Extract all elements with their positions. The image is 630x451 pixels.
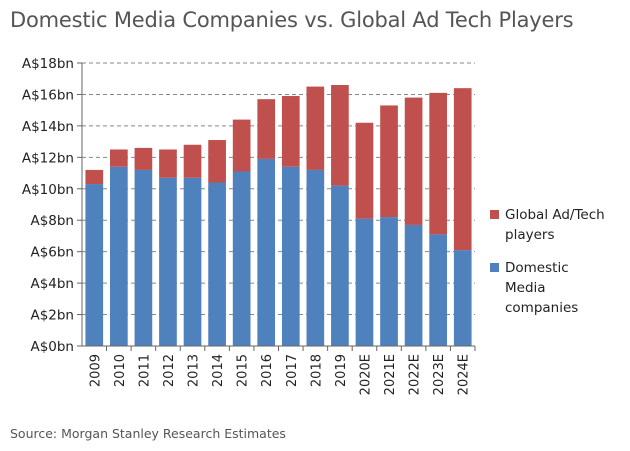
x-tick-label: 2018 — [309, 354, 324, 387]
x-tick-label: 2012 — [162, 354, 177, 387]
axes: A$0bn A$2bn A$4bn A$6bn A$8bn A$10bn A$12bn A$1… — [22, 56, 476, 395]
bar-domestic — [331, 185, 349, 346]
bar-domestic — [110, 166, 128, 346]
bar-domestic — [404, 224, 423, 346]
x-tick-label: 2023E — [432, 354, 447, 395]
bar-global — [134, 147, 153, 170]
stacked-bar-chart: A$0bn A$2bn A$4bn A$6bn A$8bn A$10bn A$12bn A$1… — [22, 56, 476, 395]
x-tick-label: 2013 — [187, 354, 202, 387]
legend-item-global: Global Ad/Tech players — [490, 205, 630, 245]
chart-title: Domestic Media Companies vs. Global Ad T… — [10, 8, 574, 32]
bar-domestic — [306, 169, 325, 346]
x-tick-label: 2009 — [88, 354, 103, 387]
legend-swatch-domestic — [490, 263, 499, 272]
y-tick-label: A$8bn — [30, 213, 74, 229]
y-tick-label: A$0bn — [30, 339, 74, 355]
bar-domestic — [281, 166, 300, 346]
y-tick-label: A$18bn — [22, 56, 74, 72]
x-tick-label: 2015 — [236, 354, 251, 387]
bars — [85, 85, 472, 346]
bar-global — [232, 119, 251, 172]
bar-domestic — [355, 218, 374, 346]
bar-global — [355, 122, 374, 219]
y-tick-label: A$14bn — [22, 119, 74, 135]
bar-global — [159, 149, 177, 178]
bar-global — [306, 86, 325, 170]
bar-global — [331, 85, 349, 186]
bar-domestic — [85, 184, 104, 346]
bar-domestic — [453, 250, 472, 346]
x-tick-label: 2022E — [408, 354, 423, 395]
x-tick-label: 2020E — [358, 354, 373, 395]
bar-domestic — [183, 177, 202, 346]
bar-global — [404, 97, 423, 225]
bar-global — [183, 144, 202, 178]
legend: Global Ad/Tech players Domestic Media co… — [490, 205, 630, 331]
bar-domestic — [208, 182, 226, 346]
x-tick-label: 2017 — [285, 354, 300, 387]
y-tick-label: A$10bn — [22, 182, 74, 198]
source-note: Source: Morgan Stanley Research Estimate… — [10, 426, 286, 441]
x-tick-label: 2010 — [113, 354, 128, 387]
y-tick-label: A$4bn — [30, 276, 74, 292]
x-tick-label: 2011 — [137, 354, 152, 387]
bar-global — [281, 96, 300, 167]
bar-global — [429, 92, 447, 235]
y-tick-label: A$12bn — [22, 150, 74, 166]
bar-domestic — [429, 234, 447, 346]
bar-global — [380, 105, 398, 218]
x-tick-label: 2016 — [260, 354, 275, 387]
bar-domestic — [134, 169, 153, 346]
y-tick-label: A$16bn — [22, 87, 74, 103]
bar-global — [110, 149, 128, 167]
bar-global — [85, 169, 104, 185]
x-tick-label: 2014 — [211, 354, 226, 387]
x-tick-label: 2024E — [457, 354, 472, 395]
y-tick-label: A$6bn — [30, 245, 74, 261]
bar-domestic — [232, 171, 251, 346]
legend-item-domestic: Domestic Media companies — [490, 258, 630, 318]
legend-swatch-global — [490, 210, 499, 219]
bar-domestic — [159, 177, 177, 346]
bar-global — [208, 140, 226, 183]
legend-label-global: Global Ad/Tech players — [505, 207, 605, 243]
bar-global — [453, 88, 472, 251]
y-tick-label: A$2bn — [30, 308, 74, 324]
x-tick-label: 2019 — [334, 354, 349, 387]
bar-global — [257, 99, 276, 159]
bar-domestic — [257, 158, 276, 346]
legend-label-domestic: Domestic Media companies — [505, 260, 579, 316]
x-tick-label: 2021E — [383, 354, 398, 395]
bar-domestic — [380, 217, 398, 346]
